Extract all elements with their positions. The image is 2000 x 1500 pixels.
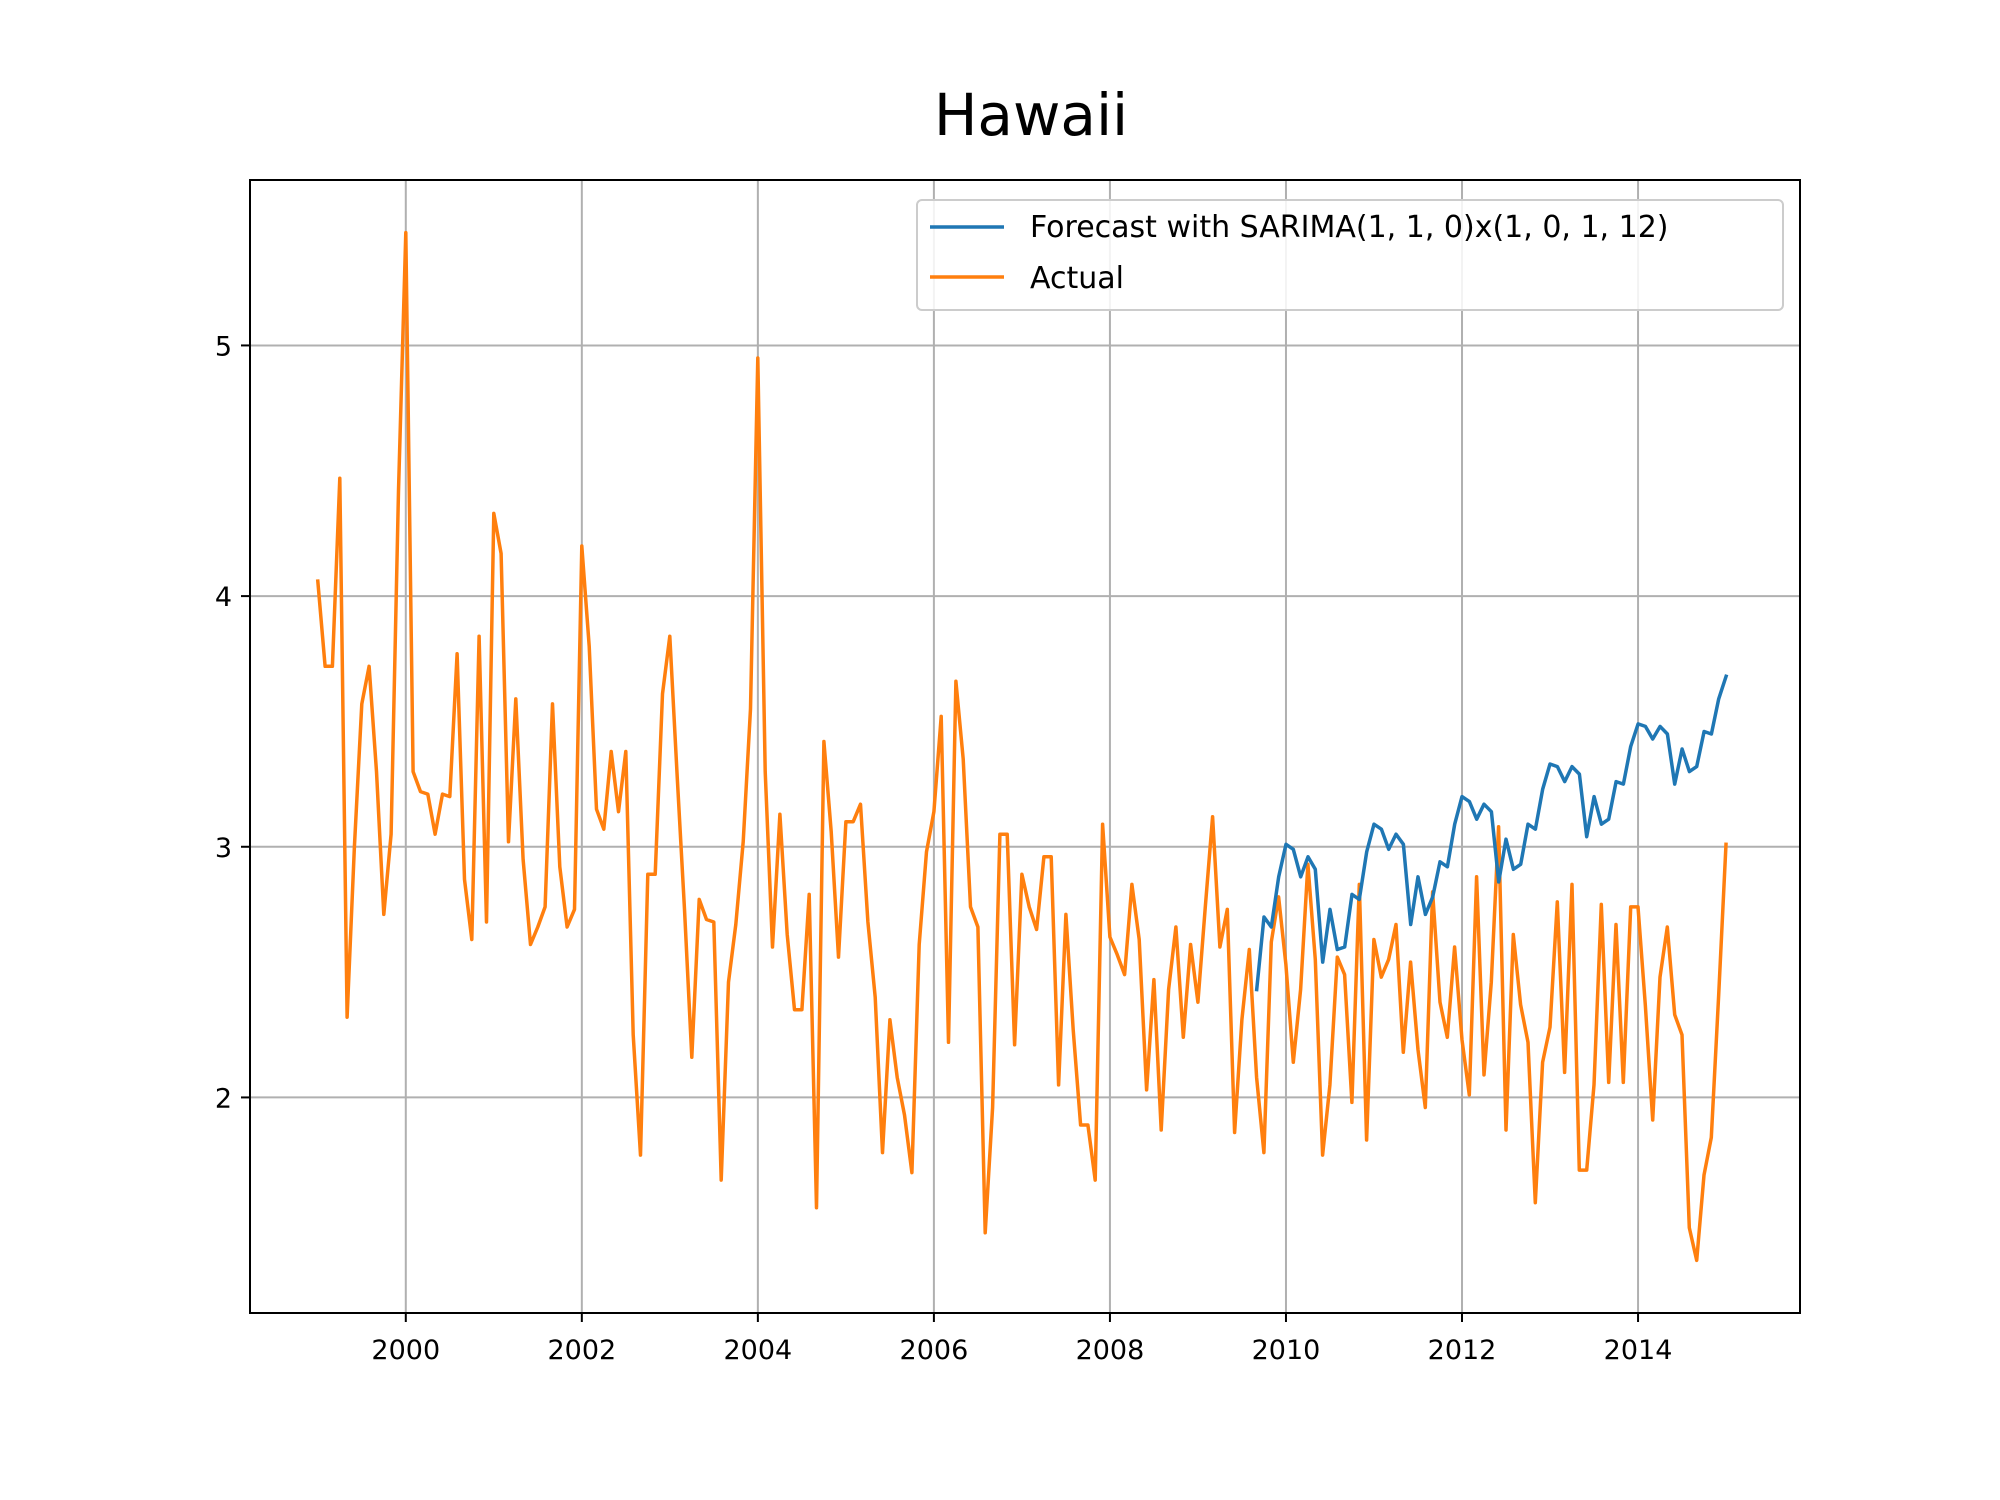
legend: Forecast with SARIMA(1, 1, 0)x(1, 0, 1, …	[916, 199, 1784, 311]
y-tick-label: 3	[215, 833, 232, 864]
plot-frame	[249, 179, 1801, 1314]
actual-series-line	[315, 230, 1728, 1263]
x-tick-label: 2002	[547, 1335, 616, 1366]
legend-box	[916, 199, 1784, 311]
chart-title: Hawaii	[934, 81, 1128, 149]
legend-label-forecast: Forecast with SARIMA(1, 1, 0)x(1, 0, 1, …	[1030, 210, 1669, 245]
legend-label-actual: Actual	[1030, 261, 1124, 296]
x-tick-label: 2000	[371, 1335, 440, 1366]
y-tick-label: 5	[215, 331, 232, 362]
x-tick-label: 2010	[1252, 1335, 1321, 1366]
x-tick-label: 2006	[900, 1335, 969, 1366]
axis-ticks: 2000 2002 2004 2006 2008 2010 2012 2014 2 3 4 5	[215, 331, 1673, 1366]
x-tick-label: 2004	[724, 1335, 793, 1366]
plot-area	[250, 180, 1800, 1313]
y-tick-label: 2	[215, 1083, 232, 1114]
forecast-series-line	[1254, 674, 1729, 992]
x-tick-label: 2012	[1428, 1335, 1497, 1366]
x-tick-label: 2008	[1076, 1335, 1145, 1366]
series-lines	[315, 230, 1729, 1263]
x-tick-label: 2014	[1604, 1335, 1673, 1366]
y-tick-label: 4	[215, 582, 232, 613]
